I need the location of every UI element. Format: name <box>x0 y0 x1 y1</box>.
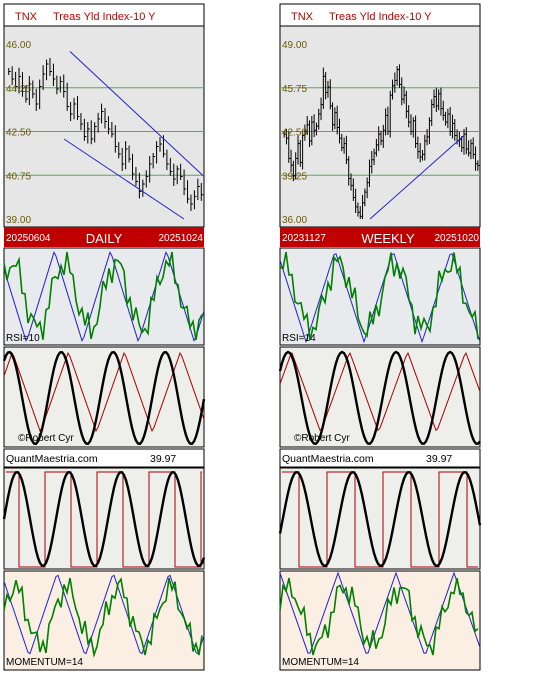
daily-date-bar <box>4 227 204 247</box>
daily-name: Treas Yld Index-10 Y <box>53 11 156 23</box>
weekly-momentum-cycle-line <box>279 571 481 654</box>
weekly-rsi-label: RSI=14 <box>282 333 316 344</box>
weekly-symbol: TNX <box>291 11 314 23</box>
daily-channel-upper-line <box>69 51 205 177</box>
weekly-square-wave-line <box>282 471 478 568</box>
daily-ytick-label: 40.75 <box>6 171 31 182</box>
weekly-rsi-line <box>279 251 479 341</box>
daily-cycle-panel <box>3 346 205 448</box>
daily-cycle-triangle-line <box>3 351 205 433</box>
daily-start-date: 20250604 <box>6 233 51 244</box>
weekly-momentum-line <box>279 577 479 656</box>
weekly-period-label: WEEKLY <box>361 231 415 246</box>
weekly-square-sine-line <box>278 470 482 568</box>
daily-momentum-label: MOMENTUM=14 <box>6 657 83 668</box>
weekly-panel: TNX Treas Yld Index-10 Y 49.00 45.75 42.50… <box>278 3 482 671</box>
daily-cycle-sine-line <box>2 350 206 446</box>
daily-rsi-label: RSI=10 <box>6 333 40 344</box>
daily-rsi-panel <box>3 247 205 346</box>
daily-rsi-line <box>3 251 203 341</box>
daily-info-bar <box>3 448 205 468</box>
weekly-ytick-label: 36.00 <box>282 215 307 226</box>
daily-end-date: 20251024 <box>159 233 204 244</box>
daily-site: QuantMaestria.com <box>6 453 98 465</box>
daily-square-wave-line <box>6 471 202 568</box>
weekly-copyright: ©Robert Cyr <box>294 433 350 444</box>
daily-period-label: DAILY <box>86 231 123 246</box>
weekly-cycle-sine-line <box>278 350 481 445</box>
weekly-start-date: 20231127 <box>282 233 326 244</box>
weekly-ytick-label: 42.50 <box>282 128 307 139</box>
daily-momentum-line <box>3 577 203 658</box>
weekly-info-bar <box>279 448 481 468</box>
weekly-ytick-label: 49.00 <box>282 40 307 51</box>
weekly-cycle-triangle-line <box>279 351 481 432</box>
weekly-date-bar <box>280 227 480 247</box>
weekly-rsi-cycle-line <box>279 253 481 344</box>
daily-symbol: TNX <box>15 11 38 23</box>
daily-square-panel <box>3 467 205 570</box>
daily-ytick-label: 44.25 <box>6 84 31 95</box>
weekly-square-panel <box>279 467 481 570</box>
daily-ytick-label: 39.00 <box>6 215 31 226</box>
weekly-last-price: 39.97 <box>426 453 452 465</box>
weekly-channel-lower-line <box>369 135 465 220</box>
daily-ytick-label: 46.00 <box>6 40 31 51</box>
weekly-cycle-panel <box>279 346 481 448</box>
weekly-momentum-label: MOMENTUM=14 <box>282 657 359 668</box>
daily-ytick-label: 42.50 <box>6 128 31 139</box>
weekly-ytick-label: 45.75 <box>282 84 307 95</box>
daily-rsi-cycle-line <box>3 250 205 343</box>
weekly-ytick-label: 39.25 <box>282 171 307 182</box>
daily-panel: TNX Treas Yld Index-10 Y 46.00 44.25 42.50… <box>2 3 206 671</box>
weekly-end-date: 20251020 <box>435 233 480 244</box>
daily-last-price: 39.97 <box>150 453 176 465</box>
weekly-site: QuantMaestria.com <box>282 453 374 465</box>
weekly-price-area <box>279 25 481 228</box>
daily-channel-lower-line <box>63 138 185 220</box>
weekly-name: Treas Yld Index-10 Y <box>329 11 432 23</box>
daily-price-area <box>3 25 205 228</box>
daily-square-sine-line <box>2 471 206 567</box>
daily-copyright: ©Robert Cyr <box>18 433 74 444</box>
